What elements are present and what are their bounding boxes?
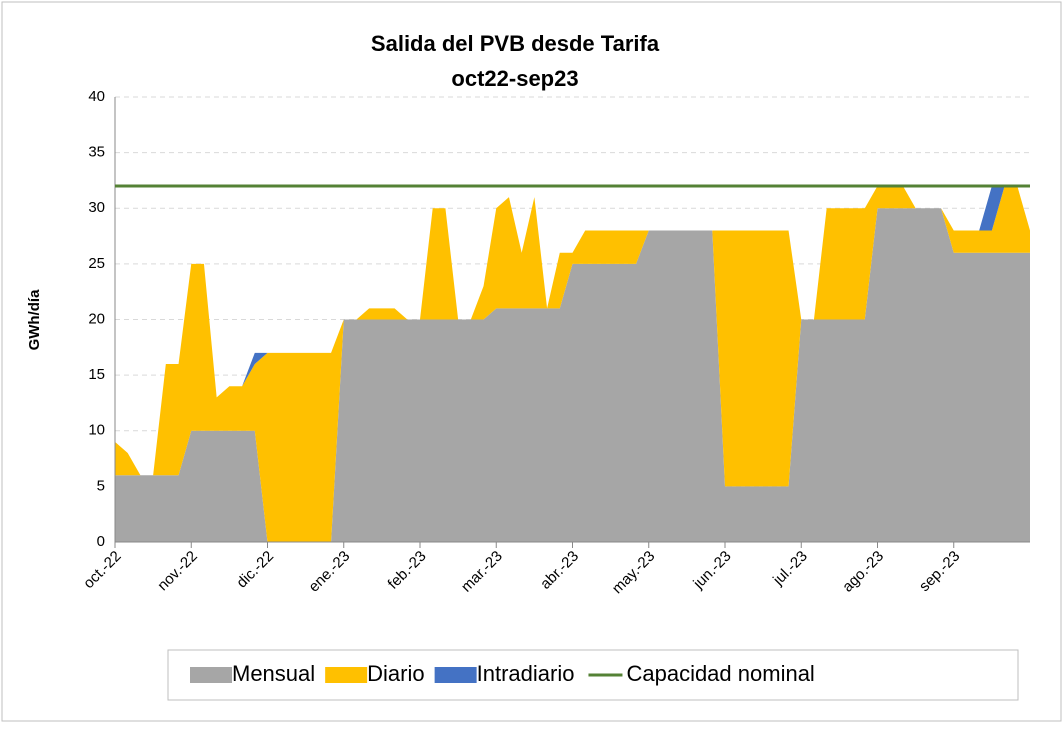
y-tick-label: 5 [97,477,105,494]
y-tick-label: 10 [88,422,105,439]
y-tick-label: 25 [88,255,105,272]
y-tick-label: 0 [97,533,105,550]
legend-swatch [434,667,477,683]
chart-title: Salida del PVB desde Tarifa [371,31,660,56]
y-tick-label: 35 [88,144,105,161]
y-tick-label: 20 [88,310,105,327]
legend-label: Intradiario [477,661,575,686]
legend-swatch [325,667,368,683]
legend-label: Capacidad nominal [626,661,814,686]
area [115,208,1030,542]
legend-label: Diario [367,661,424,686]
area [115,186,1030,542]
y-tick-label: 40 [88,88,105,105]
legend-swatch [190,667,232,683]
y-axis-label: GWh/día [26,289,43,350]
chart-subtitle: oct22-sep23 [451,66,578,91]
legend-label: Mensual [232,661,315,686]
y-tick-label: 15 [88,366,105,383]
y-tick-label: 30 [88,199,105,216]
